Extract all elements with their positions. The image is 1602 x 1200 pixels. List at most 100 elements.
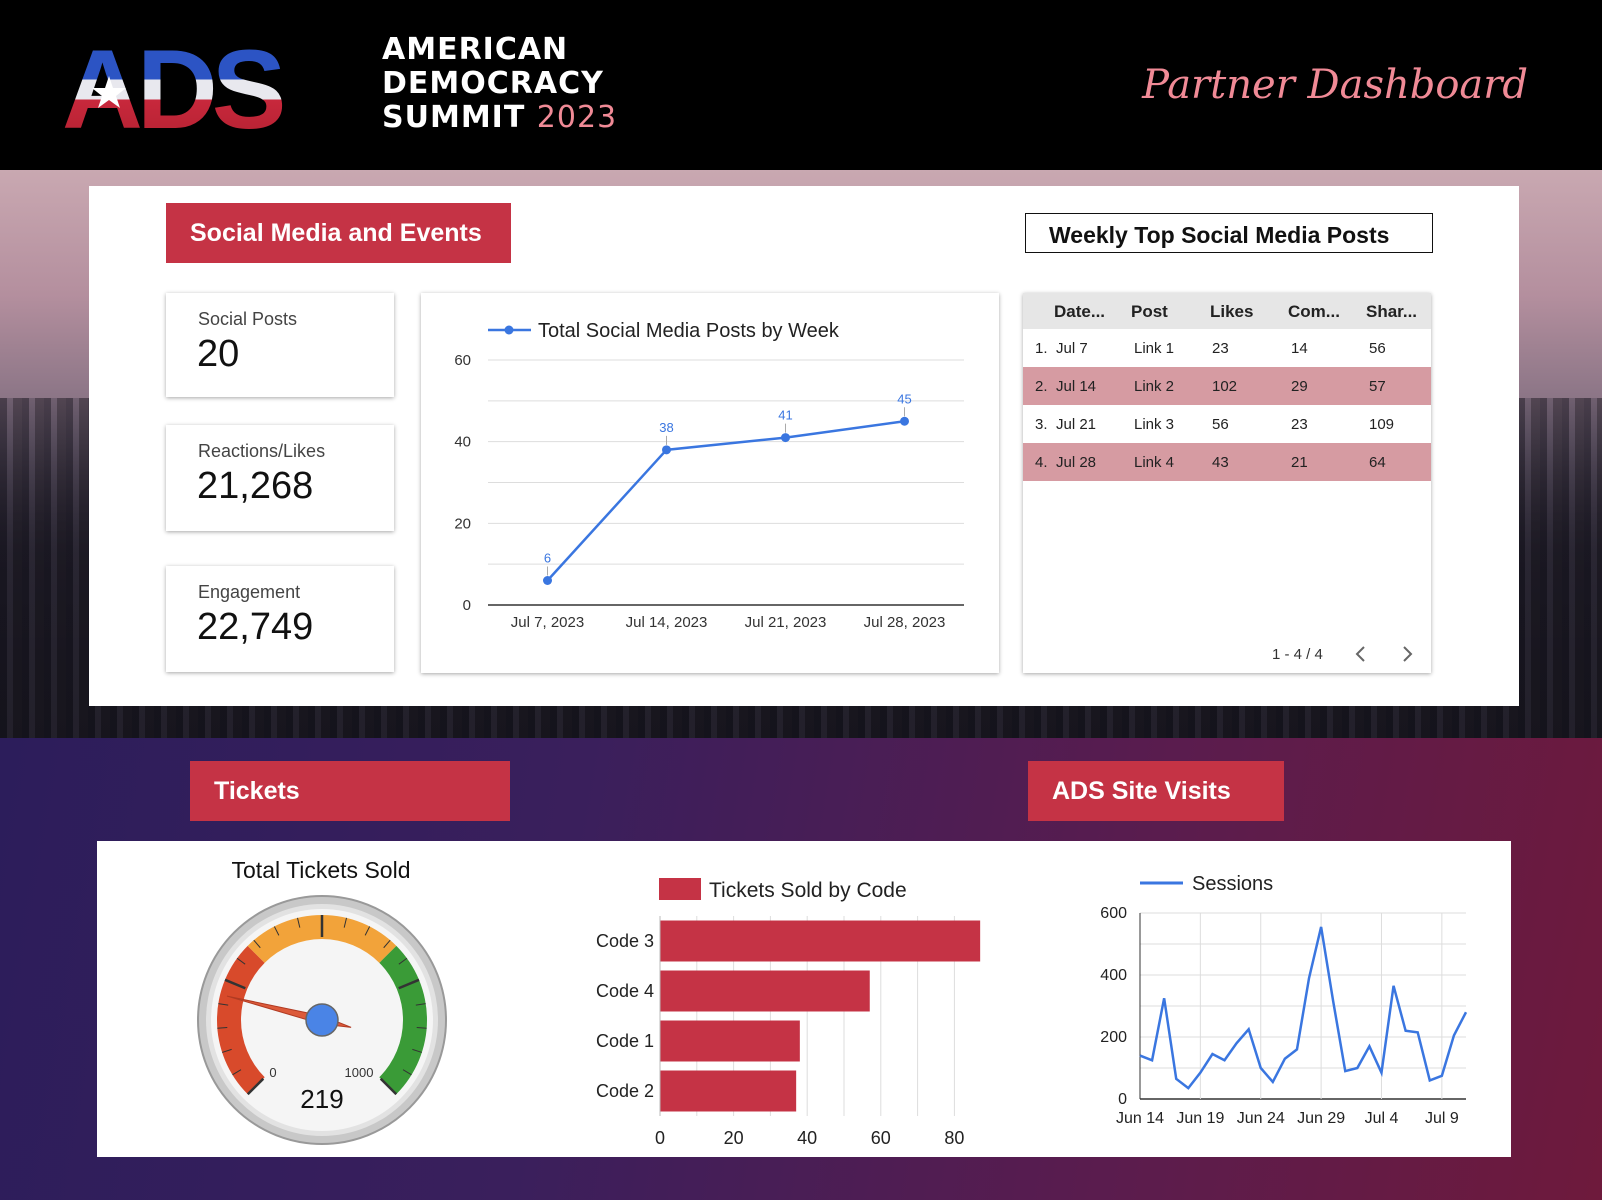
legend-label: Total Social Media Posts by Week — [538, 320, 840, 342]
column-header-shares[interactable]: Shar... — [1366, 302, 1418, 321]
x-tick-label: Jul 4 — [1365, 1110, 1399, 1127]
table-row[interactable]: 3. Jul 21 Link 3 56 23 109 — [1023, 405, 1431, 443]
scorecard-value: 20 — [197, 333, 240, 375]
gauge-tick — [232, 1069, 242, 1076]
row-date: Jul 14 — [1056, 378, 1097, 395]
row-number: 3. — [1035, 416, 1048, 433]
x-tick-label: Jul 7, 2023 — [511, 614, 584, 631]
data-point — [781, 433, 790, 443]
pagination-label: 1 - 4 / 4 — [1272, 646, 1323, 663]
series-line — [1139, 926, 1467, 1090]
gauge-tick — [224, 978, 246, 990]
bar — [660, 920, 981, 962]
row-comments: 23 — [1291, 416, 1308, 433]
table-row[interactable]: 2. Jul 14 Link 2 102 29 57 — [1023, 367, 1431, 405]
bar — [660, 1070, 797, 1112]
column-header-post[interactable]: Post — [1131, 302, 1168, 321]
gauge-tick — [253, 939, 261, 949]
table-row[interactable]: 1. Jul 7 Link 1 23 14 56 — [1023, 329, 1431, 367]
row-shares: 56 — [1369, 340, 1386, 357]
y-tick-label: 0 — [1118, 1091, 1127, 1108]
scorecard-value: 22,749 — [197, 606, 314, 648]
posts-by-week-chart: 0 20 40 60 Jul 7, 2023 Jul 14, 2023 Jul 21, 20… — [454, 320, 964, 631]
header-bar — [0, 0, 1602, 170]
gauge-band-red — [217, 945, 265, 1095]
gauge-tick — [379, 1077, 398, 1096]
y-tick-label: 20 — [454, 515, 471, 532]
x-tick-label: 40 — [797, 1128, 817, 1148]
gauge-value: 219 — [300, 1084, 343, 1114]
row-shares: 64 — [1369, 454, 1386, 471]
scorecard-engagement[interactable]: Engagement 22,749 — [166, 566, 394, 672]
x-tick-label: Jun 14 — [1116, 1110, 1164, 1127]
scorecard-label: Social Posts — [198, 309, 298, 329]
row-date: Jul 21 — [1056, 416, 1097, 433]
scorecard-label: Engagement — [198, 582, 301, 602]
gauge-tick — [383, 939, 391, 949]
scorecard-social-posts[interactable]: Social Posts 20 — [166, 293, 394, 397]
table-header: Date... Post Likes Com... Shar... — [1023, 293, 1431, 329]
category-label: Code 3 — [596, 931, 654, 951]
row-likes: 43 — [1212, 454, 1229, 471]
legend-swatch — [659, 878, 701, 900]
row-likes: 23 — [1212, 340, 1229, 357]
gauge-tick — [398, 957, 408, 965]
star-icon — [92, 76, 126, 108]
x-tick-label: Jul 28, 2023 — [864, 614, 946, 631]
legend-swatch-dot — [504, 325, 514, 335]
logo-year: 2023 — [536, 100, 618, 135]
x-tick-label: Jun 24 — [1237, 1110, 1285, 1127]
column-header-likes[interactable]: Likes — [1210, 302, 1254, 321]
bar — [660, 1020, 800, 1062]
data-label: 41 — [778, 408, 792, 423]
x-tick-label: Jul 9 — [1425, 1110, 1459, 1127]
row-post: Link 1 — [1134, 340, 1175, 357]
bar — [660, 970, 870, 1012]
scorecard-label: Reactions/Likes — [198, 441, 326, 461]
chevron-left-icon[interactable] — [1353, 644, 1369, 664]
column-header-comments[interactable]: Com... — [1288, 302, 1340, 321]
tickets-section-title: Tickets — [190, 761, 510, 821]
row-comments: 14 — [1291, 340, 1308, 357]
ads-logo: ADS — [62, 28, 289, 138]
chevron-right-icon[interactable] — [1399, 644, 1415, 664]
category-label: Code 1 — [596, 1031, 654, 1051]
row-comments: 21 — [1291, 454, 1308, 471]
row-likes: 56 — [1212, 416, 1229, 433]
scorecard-value: 21,268 — [197, 465, 314, 507]
series-line — [546, 420, 905, 582]
gauge-tick — [246, 1077, 265, 1096]
data-point — [900, 416, 909, 426]
x-tick-label: 80 — [944, 1128, 964, 1148]
logo-mark: ADS — [62, 28, 283, 138]
gauge-tick — [221, 1048, 232, 1053]
logo-line-2: DEMOCRACY — [382, 66, 604, 101]
posts-by-week-card[interactable]: 0 20 40 60 Jul 7, 2023 Jul 14, 2023 Jul 21, 20… — [421, 293, 999, 673]
gauge-tick — [416, 1026, 427, 1029]
row-date: Jul 28 — [1056, 454, 1097, 471]
data-label: 6 — [544, 551, 551, 566]
gauge-tick — [236, 957, 246, 965]
category-label: Code 4 — [596, 981, 654, 1001]
gauge-tick — [415, 1003, 426, 1006]
row-shares: 57 — [1369, 378, 1386, 395]
gauge-tick — [402, 1069, 412, 1076]
table-row[interactable]: 4. Jul 28 Link 4 43 21 64 — [1023, 443, 1431, 481]
data-label: 45 — [897, 391, 911, 406]
gauge-tick — [273, 926, 280, 936]
data-point — [662, 445, 671, 455]
row-date: Jul 7 — [1056, 340, 1088, 357]
column-header-date[interactable]: Date... — [1054, 302, 1106, 321]
gauge-tick — [398, 978, 420, 990]
scorecard-reactions-likes[interactable]: Reactions/Likes 21,268 — [166, 425, 394, 531]
data-label: 38 — [659, 420, 673, 435]
sessions-chart: 0 200 400 600 Jun 14 Jun 19 Jun 24 Jun 29 Jul 4 J… — [1100, 873, 1467, 1127]
row-number: 2. — [1035, 378, 1048, 395]
logo-line-3: SUMMIT 2023 — [382, 100, 618, 135]
gauge-band-green — [379, 945, 427, 1095]
top-posts-title: Weekly Top Social Media Posts — [1049, 222, 1390, 248]
x-tick-label: 20 — [724, 1128, 744, 1148]
